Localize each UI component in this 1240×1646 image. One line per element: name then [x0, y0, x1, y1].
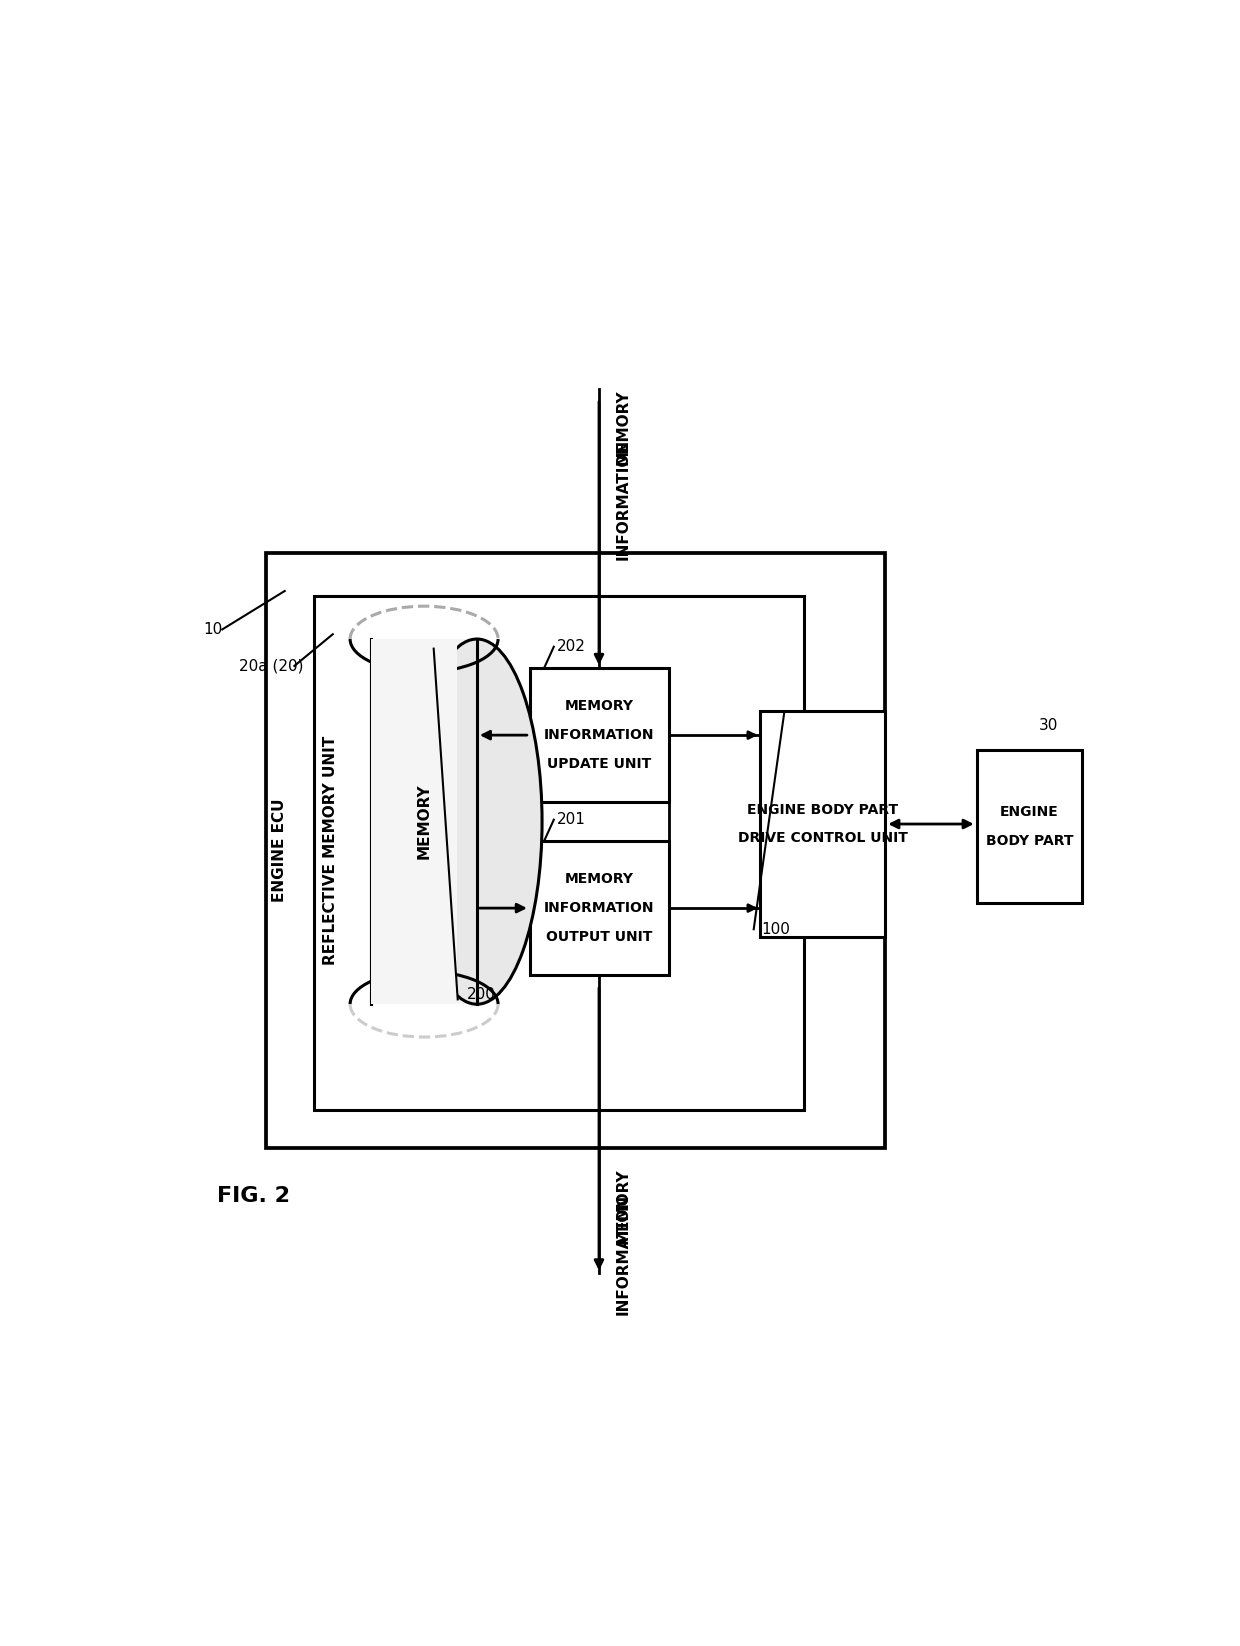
Text: 201: 201 — [557, 811, 585, 828]
Text: ENGINE: ENGINE — [1001, 805, 1059, 820]
Text: MEMORY: MEMORY — [565, 700, 634, 713]
Text: DRIVE CONTROL UNIT: DRIVE CONTROL UNIT — [738, 831, 908, 846]
Text: MEMORY: MEMORY — [417, 783, 432, 859]
FancyBboxPatch shape — [371, 639, 477, 1004]
Text: MEMORY: MEMORY — [565, 872, 634, 886]
Text: INFORMATION: INFORMATION — [544, 900, 655, 915]
Bar — [371, 639, 456, 1004]
Bar — [265, 553, 885, 1149]
Bar — [977, 749, 1083, 904]
Text: INFORMATION: INFORMATION — [615, 439, 630, 560]
Text: MEMORY: MEMORY — [615, 1169, 630, 1244]
Bar — [529, 841, 670, 976]
Text: FIG. 2: FIG. 2 — [217, 1187, 290, 1207]
Text: ENGINE ECU: ENGINE ECU — [273, 798, 288, 902]
Text: OUTPUT UNIT: OUTPUT UNIT — [547, 930, 652, 943]
Ellipse shape — [412, 639, 542, 1004]
Text: UPDATE UNIT: UPDATE UNIT — [547, 757, 651, 770]
Text: INFORMATION: INFORMATION — [544, 728, 655, 742]
Text: BODY PART: BODY PART — [986, 835, 1074, 848]
Text: MEMORY: MEMORY — [615, 390, 630, 466]
Text: REFLECTIVE MEMORY UNIT: REFLECTIVE MEMORY UNIT — [324, 736, 339, 965]
Text: 200: 200 — [467, 988, 496, 1002]
Text: 100: 100 — [761, 922, 790, 937]
Text: ENGINE BODY PART: ENGINE BODY PART — [748, 803, 899, 816]
Text: 10: 10 — [203, 622, 222, 637]
Bar — [760, 711, 885, 937]
Text: 20a (20): 20a (20) — [239, 658, 304, 673]
Text: INFORMATION: INFORMATION — [615, 1193, 630, 1315]
Bar — [314, 596, 804, 1109]
Text: 202: 202 — [557, 639, 585, 653]
Bar — [529, 668, 670, 802]
Text: 30: 30 — [1039, 718, 1059, 732]
